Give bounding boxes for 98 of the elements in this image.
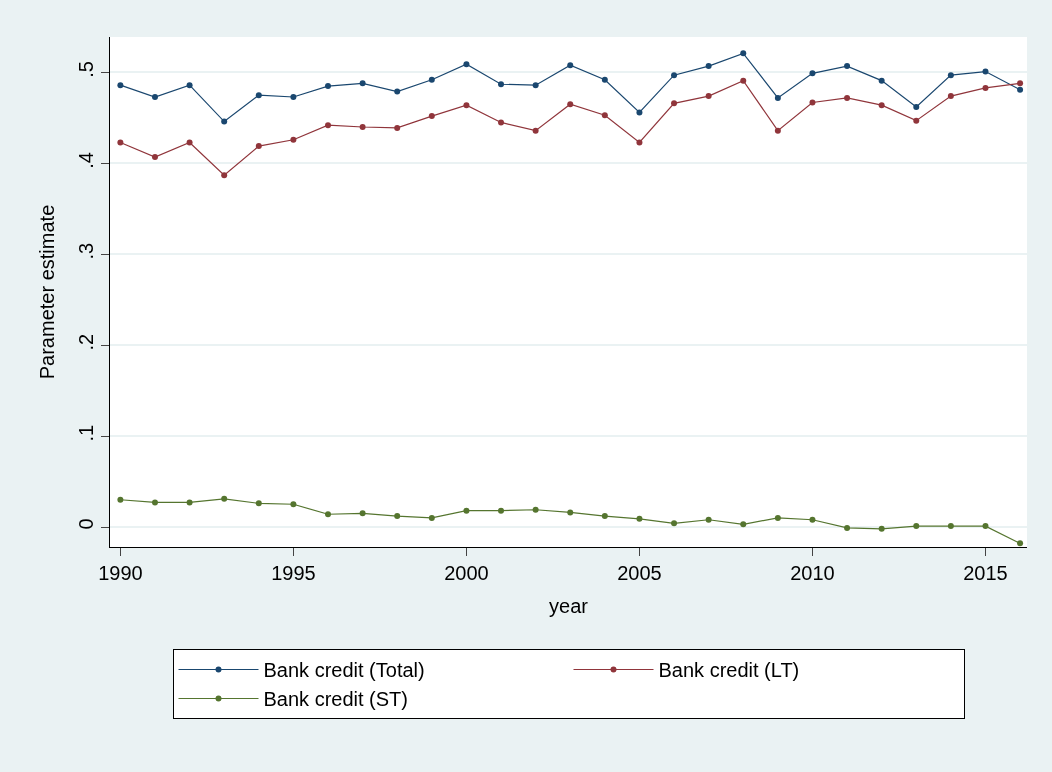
y-tick-label: .2: [75, 333, 97, 351]
point: [913, 523, 920, 530]
point: [740, 50, 747, 57]
point: [774, 127, 781, 134]
point: [255, 143, 262, 150]
point: [463, 61, 470, 68]
point: [774, 514, 781, 521]
point: [151, 94, 158, 100]
point: [705, 63, 712, 70]
point: [567, 62, 574, 69]
point: [567, 509, 574, 516]
y-tick-label: .3: [75, 242, 97, 260]
point: [1017, 80, 1024, 87]
point: [221, 118, 228, 125]
point: [325, 511, 331, 518]
point: [1017, 540, 1024, 547]
point: [151, 154, 158, 160]
legend-label: Bank credit (ST): [263, 688, 408, 711]
point: [290, 501, 297, 508]
point: [671, 100, 678, 107]
point: [221, 495, 228, 502]
point: [671, 72, 678, 79]
point: [809, 516, 816, 523]
point: [428, 514, 435, 521]
point: [982, 84, 989, 91]
point: [359, 124, 366, 130]
point: [428, 76, 435, 83]
point: [947, 72, 954, 79]
point: [601, 76, 608, 83]
y-tick-label: .1: [75, 424, 97, 442]
point: [498, 507, 505, 514]
point: [844, 524, 851, 531]
point: [255, 500, 262, 507]
point: [290, 94, 297, 100]
point: [844, 94, 851, 101]
x-axis-title: year: [549, 594, 589, 617]
point: [463, 102, 470, 109]
point: [809, 70, 816, 77]
point: [532, 127, 539, 134]
point: [601, 112, 608, 119]
point: [428, 113, 435, 120]
point: [325, 83, 331, 90]
x-tick-label: 2015: [963, 562, 1008, 584]
point: [878, 77, 885, 84]
y-tick-label: 0: [75, 518, 97, 530]
point: [498, 81, 505, 88]
point: [601, 513, 608, 520]
x-tick-label: 1995: [271, 562, 316, 584]
point: [947, 523, 954, 530]
legend-label: Bank credit (Total): [263, 659, 425, 682]
point: [463, 507, 470, 514]
point: [878, 525, 885, 532]
point: [705, 93, 712, 100]
point: [636, 139, 643, 146]
x-tick-label: 2000: [444, 562, 489, 584]
point: [774, 94, 781, 101]
point: [394, 124, 401, 131]
point: [117, 82, 124, 89]
point: [982, 523, 989, 530]
point: [844, 63, 851, 70]
point: [705, 516, 712, 523]
point: [878, 102, 885, 109]
point: [636, 515, 643, 522]
x-tick-label: 2005: [617, 562, 662, 584]
point: [671, 520, 678, 527]
x-tick-label: 1990: [98, 562, 143, 584]
point: [636, 109, 643, 116]
point: [532, 506, 539, 513]
y-axis-title: Parameter estimate: [35, 204, 58, 380]
point: [186, 82, 193, 89]
y-tick-label: .4: [75, 152, 97, 169]
point: [982, 68, 989, 75]
point: [290, 136, 297, 143]
point: [117, 496, 124, 503]
point: [947, 93, 954, 100]
point: [394, 88, 401, 95]
point: [255, 92, 262, 99]
point: [151, 499, 158, 506]
point: [221, 172, 228, 179]
point: [186, 499, 193, 506]
point: [498, 119, 505, 126]
point: [359, 80, 366, 87]
y-tick-label: .5: [75, 61, 97, 78]
x-tick-label: 2010: [790, 562, 835, 584]
point: [913, 117, 920, 124]
point: [913, 104, 920, 110]
point: [809, 99, 816, 106]
point: [740, 77, 747, 84]
point: [1017, 86, 1024, 93]
point: [117, 139, 124, 146]
point: [567, 101, 574, 108]
point: [532, 82, 539, 89]
point: [325, 122, 331, 129]
point: [359, 510, 366, 517]
point: [186, 139, 193, 146]
point: [394, 513, 401, 520]
legend-label: Bank credit (LT): [658, 659, 800, 682]
point: [740, 521, 747, 528]
